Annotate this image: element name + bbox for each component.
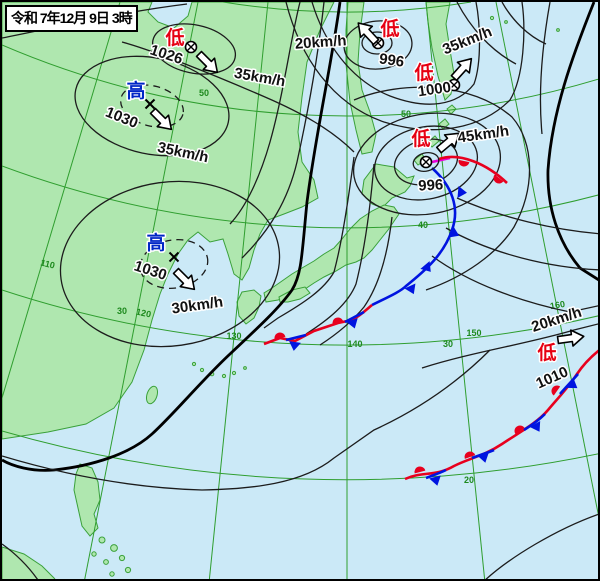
cold-front (371, 167, 467, 307)
isobar (501, 2, 547, 45)
low-kanji: 低 (413, 61, 433, 84)
pressure-value: 996 (418, 176, 444, 194)
isobar (121, 41, 355, 153)
kyushu-island (236, 289, 262, 325)
pressure-systems: 低 1026 35km/h 高 1030 35km/h 低 996 20km/h (102, 16, 586, 394)
isobar (74, 55, 230, 157)
isobar (319, 216, 393, 346)
datetime-title: 令和 7年12月 9日 3時 (11, 10, 133, 26)
isobar (485, 513, 598, 579)
asian-continent (2, 2, 335, 440)
low-center-symbol (184, 40, 198, 54)
grid-label: 50 (199, 88, 209, 98)
warm-front (438, 155, 508, 184)
low-kanji: 低 (410, 127, 430, 150)
occluded-front (431, 156, 451, 164)
fronts (263, 155, 598, 486)
low-center-symbol (419, 155, 433, 169)
low-kanji: 低 (379, 17, 399, 40)
low-kanji: 低 (536, 341, 556, 364)
inner-isobar-ring (412, 152, 440, 172)
isobar (361, 31, 393, 55)
grid-label: 130 (226, 331, 241, 341)
pressure-value: 1000 (417, 79, 452, 100)
motion-arrow-se (195, 50, 219, 74)
motion-arrow-ne (450, 57, 473, 82)
grid-label: 150 (466, 328, 481, 338)
isobar-bold (546, 2, 598, 282)
isobar (343, 20, 413, 70)
grid-label: 50 (401, 109, 411, 119)
high-kanji: 高 (126, 79, 145, 102)
meridian-130e (208, 2, 269, 579)
stationary-front-pacific (404, 349, 598, 486)
isobar-bold (2, 2, 342, 472)
isobar (151, 23, 237, 75)
isobar (285, 2, 525, 131)
meridian-120e (84, 2, 199, 579)
speed-label: 20km/h (294, 32, 347, 53)
motion-arrow-se (149, 107, 173, 131)
datetime-title-box: 令和 7年12月 9日 3時 (5, 5, 138, 32)
high-center-symbol (168, 251, 180, 263)
kamchatka-peninsula (425, 2, 455, 101)
grid-label: 110 (39, 257, 56, 270)
grid-label: 120 (135, 307, 152, 320)
meridian-160e (495, 2, 598, 516)
latitude-30n (2, 289, 598, 346)
latitude-60n (222, 2, 472, 13)
isobar (2, 543, 38, 579)
motion-arrow-nw (357, 22, 380, 46)
isobar-dashed (139, 238, 209, 290)
grid-label: 20 (464, 475, 474, 485)
isobar (456, 197, 598, 235)
stationary-front-japan (263, 304, 373, 351)
isobar (305, 163, 375, 335)
okhotsk-islets (489, 15, 560, 32)
isobar (2, 349, 491, 491)
isobar (352, 112, 502, 216)
high-center-symbol (144, 98, 156, 110)
system-low-996-north: 低 996 20km/h (293, 16, 407, 73)
isobar (373, 125, 479, 201)
isobar-dashed (120, 84, 184, 128)
isobar (59, 180, 281, 348)
isobar (421, 323, 598, 369)
high-kanji: 高 (146, 231, 165, 254)
motion-arrow-se (172, 267, 196, 291)
motion-arrow-ne (435, 132, 460, 154)
isobar (263, 156, 355, 329)
isobar (456, 2, 517, 65)
system-low-1026: 低 1026 35km/h (146, 25, 288, 92)
motion-arrow-e (556, 329, 585, 347)
low-center-symbol (447, 78, 461, 92)
meridian-110e (2, 2, 121, 399)
isobar (229, 2, 301, 225)
isobar (311, 2, 481, 105)
isobar (539, 2, 551, 135)
grid-label: 30 (443, 339, 453, 349)
grid-label: 40 (418, 220, 428, 230)
grid-label: 30 (117, 306, 127, 316)
grid-label: 140 (347, 339, 362, 349)
latitude-40n (2, 165, 598, 229)
philippine-islands (91, 536, 132, 577)
isobar (241, 2, 325, 259)
isobar (353, 86, 531, 291)
meridian-150e (425, 2, 486, 579)
isobar (431, 255, 598, 313)
taiwan-island (145, 385, 159, 405)
latitude-20n (2, 430, 598, 481)
isobar (445, 227, 598, 271)
low-kanji: 低 (164, 26, 184, 49)
pressure-value: 996 (378, 50, 405, 70)
isobar (393, 138, 459, 186)
